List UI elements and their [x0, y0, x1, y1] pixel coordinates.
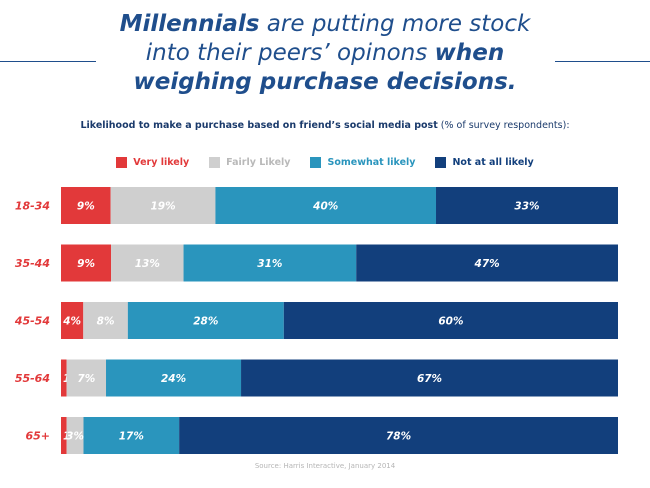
headline-text-1: are putting more stock — [259, 11, 531, 37]
chart-subtitle: Likelihood to make a purchase based on f… — [0, 120, 650, 131]
data-label: 9% — [77, 258, 95, 270]
data-label: 47% — [474, 258, 500, 270]
bar-segment — [241, 359, 618, 397]
legend-item-2: Somewhat likely — [310, 157, 415, 168]
legend-swatch — [116, 157, 128, 168]
legend-label: Not at all likely — [452, 157, 534, 168]
legend-label: Fairly Likely — [226, 157, 291, 168]
legend-item-3: Not at all likely — [435, 157, 534, 168]
data-label: 67% — [417, 373, 442, 385]
headline-emphasis-1: Millennials — [119, 11, 260, 37]
age-group-label: 55-64 — [15, 372, 50, 385]
bar-segment — [436, 187, 618, 224]
bar-segment — [110, 187, 216, 224]
data-label: 9% — [77, 201, 95, 213]
headline: Millennials are putting more stock into … — [0, 10, 650, 97]
divider-left — [0, 61, 96, 62]
age-group-label: 18-34 — [15, 200, 50, 213]
data-label: 78% — [386, 431, 411, 443]
data-label: 17% — [119, 431, 144, 443]
source-note: Source: Harris Interactive, January 2014 — [254, 462, 396, 470]
divider-right — [555, 61, 650, 62]
bar-segment — [83, 417, 180, 454]
stacked-bar-chart: 18-34 9% 19% 40% 33% 35-44 9% 13% 31% 47% 45-54 4% 8… — [14, 187, 618, 454]
bar-segment — [83, 302, 128, 339]
data-label: 7% — [77, 373, 95, 385]
headline-emphasis-2: when — [434, 40, 505, 66]
data-label: 40% — [312, 201, 338, 213]
bar-segment — [66, 359, 107, 397]
bar-segment — [356, 244, 618, 282]
bar-segment — [61, 244, 112, 282]
chart-legend: Very likely Fairly Likely Somewhat likely N… — [0, 157, 650, 168]
bar-segment — [106, 359, 242, 397]
bar-segment — [283, 302, 618, 339]
data-label: 60% — [438, 316, 463, 328]
bar-segment — [66, 417, 84, 454]
data-label: 24% — [161, 373, 186, 385]
legend-swatch — [435, 157, 447, 168]
data-label: 3% — [66, 431, 84, 443]
data-label: 19% — [150, 201, 175, 213]
headline-line-1: Millennials are putting more stock — [0, 10, 650, 39]
data-label: 28% — [193, 316, 218, 328]
bar-segment — [111, 244, 184, 282]
data-label: 31% — [257, 258, 282, 270]
legend-item-0: Very likely — [116, 157, 189, 168]
legend-label: Very likely — [133, 157, 190, 168]
bar-segment — [61, 302, 84, 339]
bar-segment — [61, 359, 67, 397]
data-label: 33% — [514, 201, 539, 213]
subtitle-note: (% of survey respondents): — [437, 120, 570, 131]
legend-item-1: Fairly Likely — [209, 157, 290, 168]
bar-segment — [179, 417, 618, 454]
data-label: 4% — [62, 316, 81, 328]
data-label: 13% — [135, 258, 160, 270]
age-group-label: 35-44 — [15, 257, 50, 270]
bar-segment — [127, 302, 284, 339]
headline-text-2: into their peers’ opinons — [145, 40, 435, 66]
bar-segment — [61, 187, 111, 224]
age-group-label: 45-54 — [14, 315, 50, 328]
legend-swatch — [209, 157, 221, 168]
subtitle-main: Likelihood to make a purchase based on f… — [80, 120, 438, 131]
bar-segment — [215, 187, 437, 224]
bar-segment — [183, 244, 357, 282]
headline-emphasis-3: weighing purchase decisions. — [133, 69, 517, 95]
headline-line-3: weighing purchase decisions. — [0, 68, 650, 97]
legend-swatch — [310, 157, 322, 168]
age-group-label: 65+ — [25, 430, 50, 443]
headline-line-2: into their peers’ opinons when — [0, 39, 650, 68]
data-label: 8% — [97, 316, 115, 328]
bar-segment — [61, 417, 67, 454]
legend-label: Somewhat likely — [327, 157, 416, 168]
